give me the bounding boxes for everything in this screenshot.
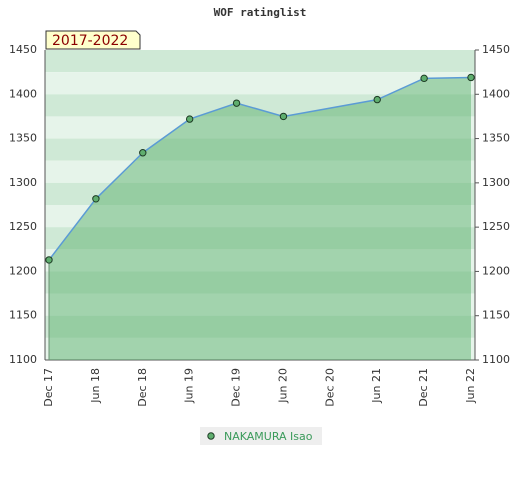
x-tick-label: Dec 19 [230,368,243,407]
y-tick-label-right: 1300 [482,176,510,189]
y-tick-label: 1450 [9,43,37,56]
point [45,256,53,264]
band [45,138,475,161]
y-tick-label-right: 1400 [482,87,510,100]
band [45,249,475,272]
badge-bg [45,30,141,50]
band [45,337,475,360]
y-tick-label-right: 1100 [482,353,510,366]
band [45,271,475,294]
point [467,73,475,82]
legend-label: NAKAMURA Isao [224,430,313,443]
x-tick-label: Jun 21 [370,368,383,404]
y-tick-label: 1150 [9,309,37,322]
y-tick-label-right: 1450 [482,43,510,56]
band [45,116,475,139]
y-tick-label-right: 1150 [482,309,510,322]
legend-box [200,427,322,445]
point [185,115,194,123]
y-tick-label: 1350 [9,132,37,145]
band [45,72,475,95]
y-tick-label-right: 1200 [482,264,510,277]
point [232,99,241,107]
band [45,182,475,205]
chart-title: WOF ratinglist [214,6,307,19]
band [45,205,475,228]
y-tick-label: 1100 [9,353,37,366]
band [45,293,475,316]
point [373,95,381,104]
x-tick-label: Jun 20 [276,368,289,404]
y-tick-label-right: 1250 [482,220,510,233]
x-tick-label: Jun 19 [183,368,196,404]
x-tick-label: Dec 17 [42,368,55,407]
point [279,112,288,121]
y-tick-label: 1200 [9,264,37,277]
point [139,149,147,157]
band [45,227,475,250]
band [45,315,475,338]
y-tick-label-right: 1350 [482,132,510,145]
area [49,77,471,360]
y-tick-label: 1400 [9,87,37,100]
x-tick-label: Jun 22 [464,368,477,404]
x-tick-label: Dec 20 [323,368,336,407]
badge: 2017-2022 [52,33,128,49]
x-tick-label: Dec 18 [136,368,149,407]
band [45,50,475,73]
x-tick-label: Jun 18 [89,368,102,404]
point [92,195,100,203]
y-tick-label: 1250 [9,220,37,233]
x-tick-label: Dec 21 [417,368,430,407]
point [420,74,428,83]
band [45,94,475,117]
legend-marker [207,432,215,440]
y-tick-label: 1300 [9,176,37,189]
band [45,160,475,183]
